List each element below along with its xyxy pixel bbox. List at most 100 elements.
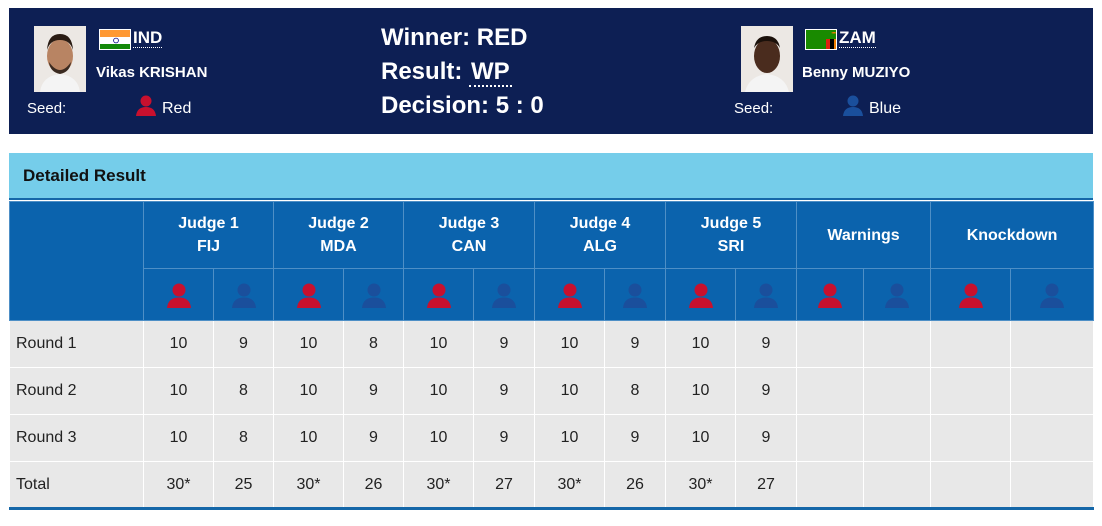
judge-5-header: Judge 5 SRI — [665, 201, 797, 269]
score-cell: 9 — [343, 414, 404, 462]
blue-athlete-photo — [741, 26, 793, 92]
score-cell — [796, 414, 864, 462]
table-row: Round 1 10 9 10 8 10 9 10 9 10 9 — [9, 320, 1095, 368]
blue-athlete-name: Benny MUZIYO — [802, 64, 911, 81]
table-header-row: Judge 1 FIJ Judge 2 MDA Judge 3 CAN Judge 4… — [9, 201, 1095, 321]
blue-corner-icon — [473, 268, 535, 321]
red-noc-code[interactable]: IND — [133, 28, 163, 48]
score-cell: 27 — [735, 461, 797, 510]
blue-corner-icon — [862, 268, 932, 321]
red-athlete-name: Vikas KRISHAN — [96, 64, 208, 81]
score-cell — [1010, 367, 1095, 415]
score-cell: 30* — [665, 461, 736, 510]
score-cell — [1010, 461, 1095, 510]
result-label: Result: — [381, 58, 463, 85]
table-row: Round 2 10 8 10 9 10 9 10 8 10 9 — [9, 367, 1095, 415]
blue-corner-icon — [213, 268, 274, 321]
blue-corner-icon — [1010, 268, 1095, 321]
score-cell: 9 — [604, 320, 666, 368]
score-cell: 9 — [604, 414, 666, 462]
score-cell: 10 — [403, 320, 474, 368]
knockdown-header: Knockdown — [930, 201, 1095, 269]
judge-4-header: Judge 4 ALG — [534, 201, 666, 269]
round-header-cell — [9, 201, 144, 321]
score-cell — [862, 320, 932, 368]
decision-label: Decision: — [381, 92, 490, 119]
blue-corner-icon — [735, 268, 797, 321]
score-cell: 10 — [665, 367, 736, 415]
red-corner-icon — [796, 268, 864, 321]
red-boxer-icon — [136, 95, 156, 116]
decision-value: 5 : 0 — [495, 92, 544, 119]
score-cell: 9 — [213, 320, 274, 368]
table-row: Total 30* 25 30* 26 30* 27 30* 26 30* 27 — [9, 461, 1095, 510]
score-cell: 10 — [143, 414, 214, 462]
score-cell — [1010, 414, 1095, 462]
warnings-header: Warnings — [795, 201, 932, 269]
score-cell: 9 — [473, 414, 535, 462]
score-cell: 10 — [403, 367, 474, 415]
score-cell — [930, 461, 1012, 510]
red-corner-icon — [534, 268, 605, 321]
score-cell: 10 — [143, 367, 214, 415]
red-corner-icon — [143, 268, 214, 321]
judge-3-header: Judge 3 CAN — [403, 201, 535, 269]
round-label: Total — [9, 461, 144, 510]
score-cell — [796, 367, 864, 415]
score-cell: 10 — [665, 320, 736, 368]
score-cell: 26 — [343, 461, 404, 510]
score-cell: 10 — [534, 414, 605, 462]
blue-corner-icon — [343, 268, 404, 321]
score-cell: 9 — [735, 367, 797, 415]
score-cell: 30* — [403, 461, 474, 510]
zambia-flag-icon — [805, 29, 837, 50]
score-cell: 26 — [604, 461, 666, 510]
result-line: Result: WP — [381, 58, 512, 87]
score-cell — [930, 414, 1012, 462]
blue-noc-code[interactable]: ZAM — [839, 28, 876, 48]
blue-seed-value: Blue — [869, 100, 902, 117]
score-cell — [796, 320, 864, 368]
score-cell — [862, 414, 932, 462]
score-cell — [930, 320, 1012, 368]
score-cell: 30* — [273, 461, 344, 510]
judge-2-header: Judge 2 MDA — [273, 201, 404, 269]
score-cell: 9 — [343, 367, 404, 415]
round-label: Round 2 — [9, 367, 144, 415]
score-cell: 10 — [143, 320, 214, 368]
score-cell: 8 — [213, 414, 274, 462]
judge-1-header: Judge 1 FIJ — [143, 201, 274, 269]
red-corner-icon — [403, 268, 474, 321]
score-cell: 9 — [473, 320, 535, 368]
blue-boxer-icon — [843, 95, 863, 116]
red-corner-icon — [273, 268, 344, 321]
result-value[interactable]: WP — [469, 58, 512, 87]
score-cell — [1010, 320, 1095, 368]
red-seed-value: Red — [162, 100, 192, 117]
blue-seed-label: Seed: — [734, 100, 774, 117]
score-cell: 10 — [534, 320, 605, 368]
detailed-result-bar: Detailed Result — [9, 153, 1093, 200]
score-table: Judge 1 FIJ Judge 2 MDA Judge 3 CAN Judge 4… — [9, 201, 1095, 510]
score-cell: 9 — [473, 367, 535, 415]
score-cell — [862, 367, 932, 415]
score-cell: 25 — [213, 461, 274, 510]
round-label: Round 1 — [9, 320, 144, 368]
score-cell: 10 — [534, 367, 605, 415]
score-body: Round 1 10 9 10 8 10 9 10 9 10 9 Round 2 10 8 10 9 10 9 10… — [9, 320, 1095, 510]
bout-header: IND Vikas KRISHAN Seed: Red Winner: RED … — [9, 8, 1093, 134]
table-row: Round 3 10 8 10 9 10 9 10 9 10 9 — [9, 414, 1095, 462]
score-cell: 30* — [534, 461, 605, 510]
score-cell: 10 — [665, 414, 736, 462]
score-cell — [930, 367, 1012, 415]
score-cell: 10 — [273, 367, 344, 415]
score-cell: 10 — [273, 320, 344, 368]
score-cell: 9 — [735, 320, 797, 368]
blue-corner-icon — [604, 268, 666, 321]
score-cell: 8 — [604, 367, 666, 415]
score-cell: 10 — [403, 414, 474, 462]
round-label: Round 3 — [9, 414, 144, 462]
score-cell: 10 — [273, 414, 344, 462]
winner-text: Winner: RED — [381, 24, 528, 51]
detailed-result-title: Detailed Result — [23, 166, 146, 185]
